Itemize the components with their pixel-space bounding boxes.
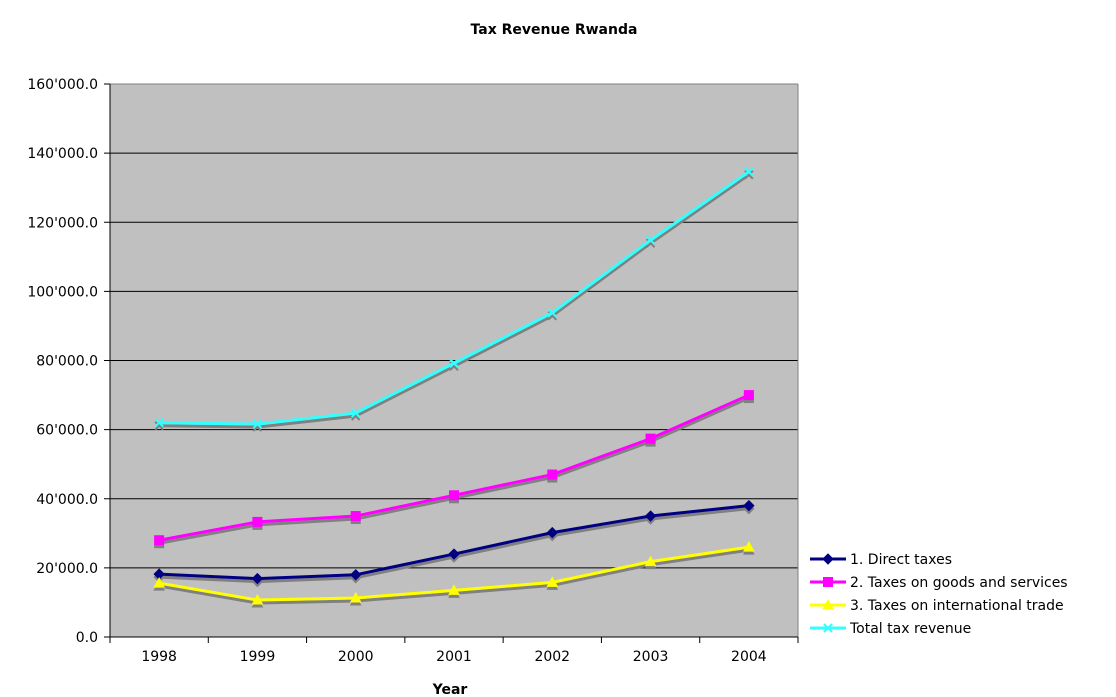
marker-stroke: [744, 170, 754, 180]
legend-entry: 1. Direct taxes: [810, 552, 952, 568]
data-point: [252, 516, 263, 527]
legend-label: 1. Direct taxes: [850, 552, 952, 568]
marker-stroke: [645, 238, 656, 248]
data-point: [449, 358, 459, 368]
data-point: [547, 469, 558, 480]
marker-stroke: [823, 623, 833, 633]
y-tick-label: 0.0: [76, 630, 98, 646]
legend-marker: [822, 553, 834, 565]
x-axis-title: Year: [432, 682, 468, 697]
x-tick-label: 2002: [534, 649, 570, 665]
marker-stroke: [351, 411, 361, 421]
data-point: [251, 593, 264, 605]
x-tick-label: 2004: [731, 649, 767, 665]
marker-stroke: [154, 418, 164, 428]
marker-stroke: [645, 235, 656, 245]
data-point: [743, 390, 754, 401]
x-axis-ticks: 1998 1999 2000 2001 2002 2003 2004: [109, 637, 799, 665]
data-point: [744, 167, 754, 177]
x-tick-label: 1999: [240, 649, 276, 665]
marker-stroke: [744, 167, 754, 177]
data-point: [743, 541, 755, 552]
marker-stroke: [252, 419, 263, 429]
x-tick-label: 2001: [436, 649, 472, 665]
legend-entry: Total tax revenue: [810, 621, 971, 637]
legend-marker: [822, 598, 834, 610]
data-point: [351, 408, 361, 418]
marker-stroke: [449, 358, 459, 368]
y-tick-label: 160'000.0: [27, 77, 98, 93]
y-tick-label: 120'000.0: [27, 215, 98, 231]
legend-marker: [823, 623, 833, 633]
chart-title: Tax Revenue Rwanda: [471, 22, 638, 38]
data-point: [448, 548, 460, 560]
legend-label: 2. Taxes on goods and services: [850, 575, 1068, 591]
data-point: [350, 511, 361, 522]
x-tick-label: 2003: [633, 649, 669, 665]
y-tick-label: 100'000.0: [27, 284, 98, 300]
series-markers: [153, 167, 755, 605]
data-point: [252, 419, 263, 429]
legend-entry: 3. Taxes on international trade: [810, 598, 1064, 614]
data-point: [644, 510, 657, 522]
legend-label: 3. Taxes on international trade: [850, 598, 1064, 614]
data-point: [154, 535, 165, 546]
y-tick-label: 80'000.0: [36, 354, 98, 370]
legend-entry: 2. Taxes on goods and services: [810, 575, 1068, 591]
data-point: [251, 572, 264, 585]
axes: [109, 83, 799, 638]
data-point: [349, 591, 362, 603]
data-point: [546, 576, 559, 587]
data-point: [350, 569, 362, 581]
data-point: [546, 526, 558, 539]
y-tick-label: 20'000.0: [36, 561, 98, 577]
x-tick-label: 2000: [338, 649, 374, 665]
data-point: [644, 555, 657, 567]
legend: 1. Direct taxes 2. Taxes on goods and ser…: [810, 552, 1068, 637]
x-tick-label: 1998: [141, 649, 177, 665]
data-point: [645, 433, 656, 444]
data-point: [547, 308, 557, 318]
data-point: [645, 235, 656, 245]
y-tick-label: 40'000.0: [36, 492, 98, 508]
legend-marker: [823, 577, 833, 587]
marker-stroke: [547, 308, 557, 318]
data-point: [154, 418, 164, 428]
data-point: [449, 490, 459, 501]
y-tick-label: 60'000.0: [36, 423, 98, 439]
y-axis-ticks: 0.0 20'000.0 40'000.0 60'000.0 80'000.0 100'0…: [27, 77, 110, 646]
marker-stroke: [449, 361, 459, 371]
marker-stroke: [547, 311, 557, 321]
legend-label: Total tax revenue: [849, 621, 971, 637]
marker-stroke: [351, 408, 361, 418]
data-point: [448, 584, 460, 595]
data-point: [153, 577, 165, 588]
data-point: [743, 499, 755, 512]
y-tick-label: 140'000.0: [27, 146, 98, 162]
